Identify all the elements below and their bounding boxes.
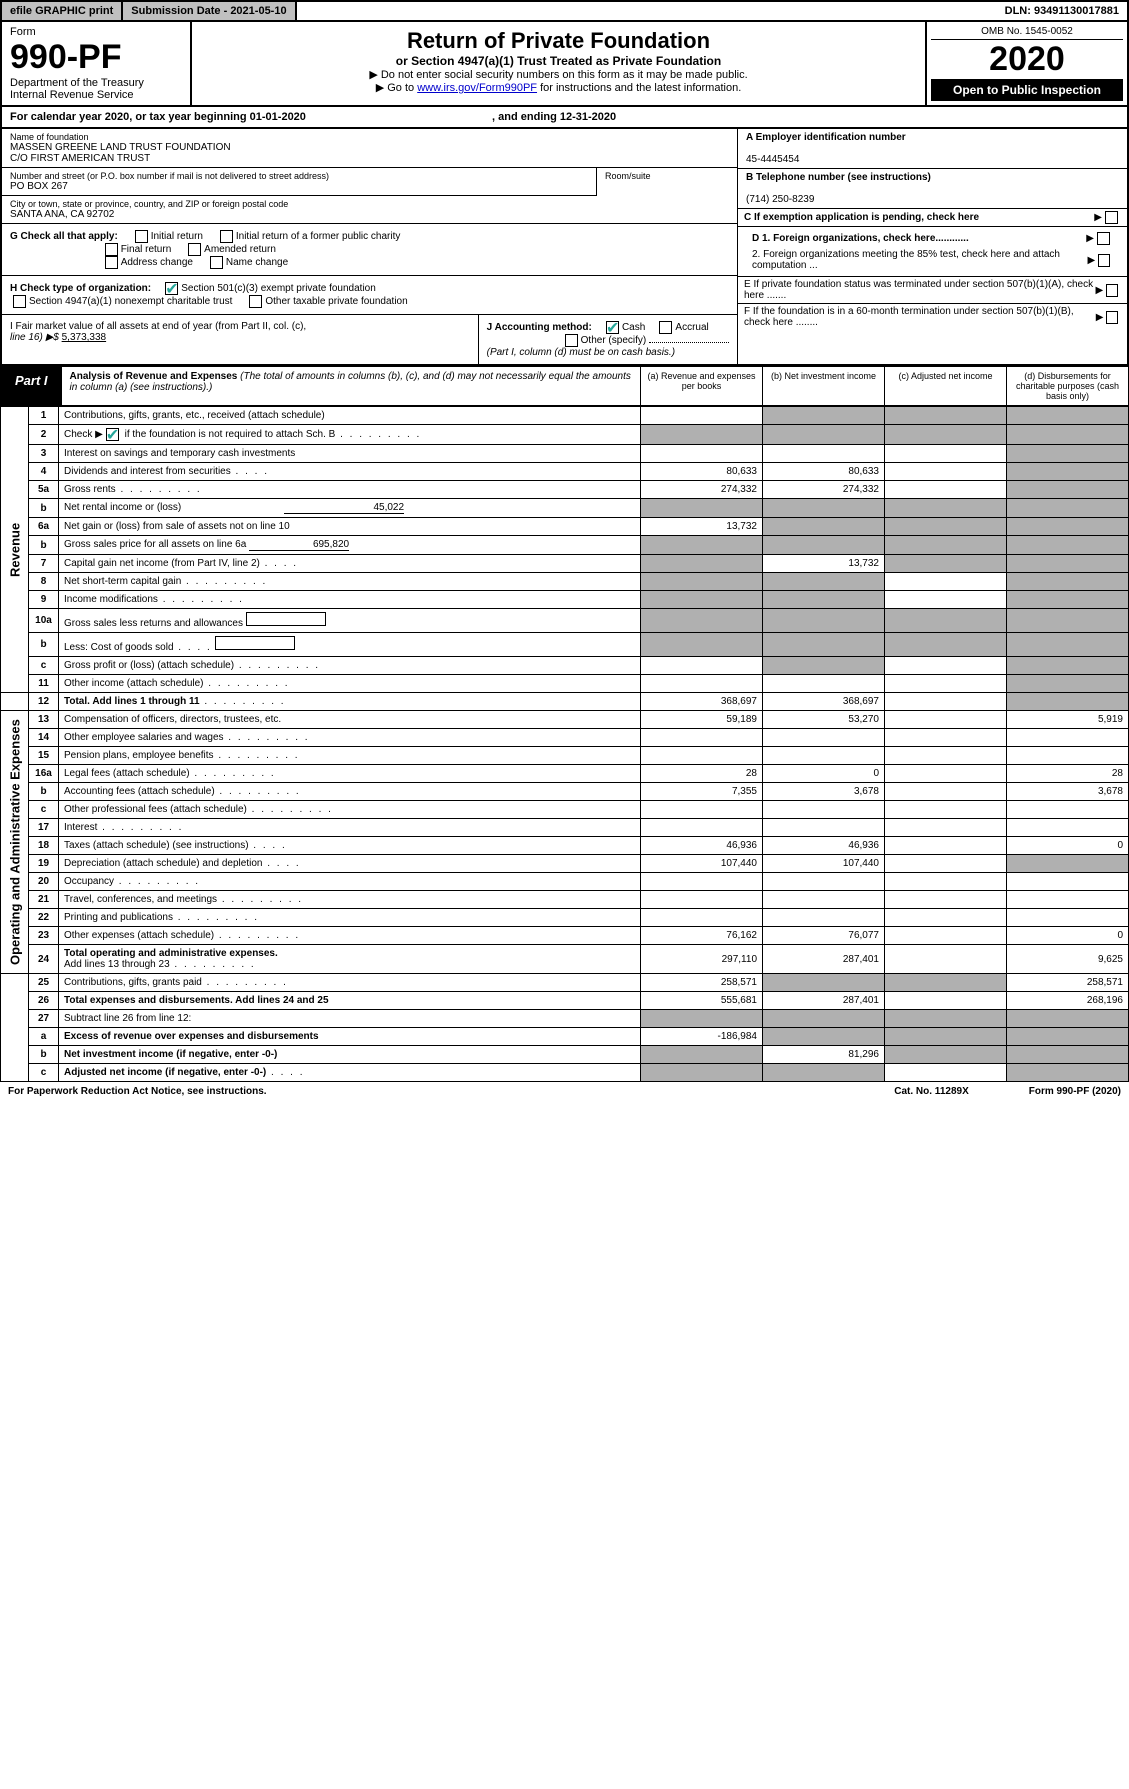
entity-info: Name of foundation MASSEN GREENE LAND TR… [0, 129, 1129, 366]
efile-print-button[interactable]: efile GRAPHIC print [2, 2, 123, 20]
f-label: F If the foundation is in a 60-month ter… [744, 306, 1096, 328]
cat-no: Cat. No. 11289X [894, 1086, 968, 1097]
instr-1: ▶ Do not enter social security numbers o… [198, 68, 919, 81]
form-subtitle: or Section 4947(a)(1) Trust Treated as P… [198, 54, 919, 68]
h-501c3-checkbox[interactable] [165, 282, 178, 295]
fmv-value: 5,373,338 [62, 332, 107, 343]
instr-2: ▶ Go to www.irs.gov/Form990PF for instru… [198, 81, 919, 94]
j-cash-checkbox[interactable] [606, 321, 619, 334]
col-b-header: (b) Net investment income [762, 367, 884, 405]
page-footer: For Paperwork Reduction Act Notice, see … [0, 1082, 1129, 1101]
form-number: 990-PF [10, 38, 182, 77]
omb-number: OMB No. 1545-0052 [931, 26, 1123, 40]
ein-label: A Employer identification number [746, 132, 906, 143]
top-bar: efile GRAPHIC print Submission Date - 20… [0, 0, 1129, 22]
addr-label: Number and street (or P.O. box number if… [10, 171, 588, 181]
calendar-year-row: For calendar year 2020, or tax year begi… [0, 107, 1129, 129]
f-checkbox[interactable] [1106, 311, 1118, 324]
ein-value: 45-4445454 [746, 154, 799, 165]
form990pf-link[interactable]: www.irs.gov/Form990PF [417, 82, 537, 94]
dln: DLN: 93491130017881 [997, 2, 1127, 20]
table-row: Revenue 1Contributions, gifts, grants, e… [1, 407, 1129, 425]
irs-label: Internal Revenue Service [10, 89, 182, 101]
foundation-name-1: MASSEN GREENE LAND TRUST FOUNDATION [10, 142, 729, 153]
open-to-public: Open to Public Inspection [931, 79, 1123, 101]
g-address-change-checkbox[interactable] [105, 256, 118, 269]
h-other-taxable-checkbox[interactable] [249, 295, 262, 308]
street-address: PO BOX 267 [10, 181, 588, 192]
form-header: Form 990-PF Department of the Treasury I… [0, 22, 1129, 107]
part-1-title: Analysis of Revenue and Expenses [70, 371, 238, 382]
part-1-table: Revenue 1Contributions, gifts, grants, e… [0, 406, 1129, 1082]
col-d-header: (d) Disbursements for charitable purpose… [1006, 367, 1128, 405]
g-final-return-checkbox[interactable] [105, 243, 118, 256]
d1-checkbox[interactable] [1097, 232, 1110, 245]
j-other-checkbox[interactable] [565, 334, 578, 347]
tax-year: 2020 [931, 40, 1123, 79]
city-state-zip: SANTA ANA, CA 92702 [10, 209, 729, 220]
h-4947-checkbox[interactable] [13, 295, 26, 308]
name-label: Name of foundation [10, 132, 729, 142]
part-1-label: Part I [1, 367, 62, 405]
room-label: Room/suite [605, 171, 729, 181]
g-amended-checkbox[interactable] [188, 243, 201, 256]
c-checkbox[interactable] [1105, 211, 1118, 224]
dept-treasury: Department of the Treasury [10, 77, 182, 89]
d1-label: D 1. Foreign organizations, check here..… [752, 233, 969, 244]
g-initial-return-checkbox[interactable] [135, 230, 148, 243]
i-label: I Fair market value of all assets at end… [10, 321, 306, 332]
section-g: G Check all that apply: Initial return I… [2, 224, 737, 276]
phone-value: (714) 250-8239 [746, 194, 814, 205]
paperwork-notice: For Paperwork Reduction Act Notice, see … [8, 1086, 267, 1097]
g-initial-former-checkbox[interactable] [220, 230, 233, 243]
foundation-name-2: C/O FIRST AMERICAN TRUST [10, 153, 729, 164]
city-label: City or town, state or province, country… [10, 199, 729, 209]
form-ref: Form 990-PF (2020) [1029, 1086, 1121, 1097]
form-title: Return of Private Foundation [198, 28, 919, 54]
line2-checkbox[interactable] [106, 428, 119, 441]
phone-label: B Telephone number (see instructions) [746, 172, 931, 183]
d2-checkbox[interactable] [1098, 254, 1110, 267]
form-word: Form [10, 26, 182, 38]
submission-date: Submission Date - 2021-05-10 [123, 2, 296, 20]
e-checkbox[interactable] [1106, 284, 1118, 297]
expenses-side-label: Operating and Administrative Expenses [1, 711, 29, 974]
j-accrual-checkbox[interactable] [659, 321, 672, 334]
revenue-side-label: Revenue [1, 407, 29, 693]
col-c-header: (c) Adjusted net income [884, 367, 1006, 405]
section-h: H Check type of organization: Section 50… [2, 276, 737, 315]
g-name-change-checkbox[interactable] [210, 256, 223, 269]
section-i-j: I Fair market value of all assets at end… [2, 315, 737, 364]
part-1-header: Part I Analysis of Revenue and Expenses … [0, 366, 1129, 406]
d2-label: 2. Foreign organizations meeting the 85%… [752, 249, 1087, 271]
col-a-header: (a) Revenue and expenses per books [640, 367, 762, 405]
e-label: E If private foundation status was termi… [744, 279, 1095, 301]
j-note: (Part I, column (d) must be on cash basi… [487, 347, 675, 358]
c-label: C If exemption application is pending, c… [744, 212, 979, 223]
